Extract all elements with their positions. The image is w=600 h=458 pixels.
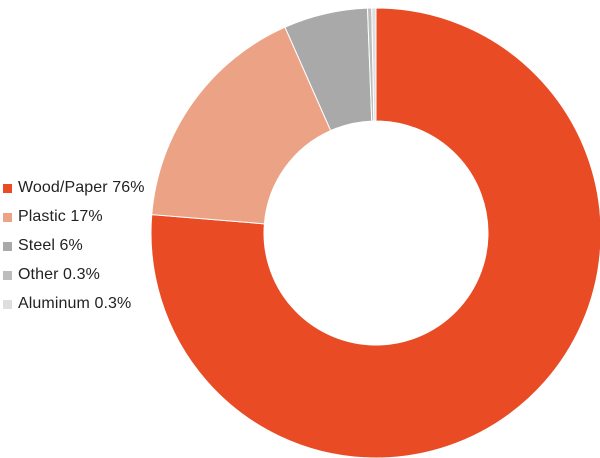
legend-item-wood-paper: Wood/Paper 76% xyxy=(3,176,145,200)
legend-swatch-wood-paper xyxy=(3,183,12,193)
legend-label-other: Other 0.3% xyxy=(18,266,100,283)
donut-slice-wood-paper xyxy=(150,7,600,458)
legend-label-steel: Steel 6% xyxy=(18,237,83,254)
legend-item-aluminum: Aluminum 0.3% xyxy=(3,292,145,316)
chart-legend: Wood/Paper 76% Plastic 17% Steel 6% Othe… xyxy=(3,176,145,316)
legend-label-aluminum: Aluminum 0.3% xyxy=(18,295,132,312)
legend-item-plastic: Plastic 17% xyxy=(3,205,145,229)
legend-swatch-plastic xyxy=(3,212,12,222)
legend-item-steel: Steel 6% xyxy=(3,234,145,258)
legend-label-plastic: Plastic 17% xyxy=(18,208,103,225)
donut-slices xyxy=(150,7,600,458)
legend-swatch-other xyxy=(3,270,12,280)
legend-item-other: Other 0.3% xyxy=(3,263,145,287)
donut-slice-aluminum xyxy=(371,7,377,122)
legend-label-wood-paper: Wood/Paper 76% xyxy=(18,179,145,196)
legend-swatch-aluminum xyxy=(3,299,12,309)
legend-swatch-steel xyxy=(3,241,12,251)
donut-slice-plastic xyxy=(151,26,332,225)
